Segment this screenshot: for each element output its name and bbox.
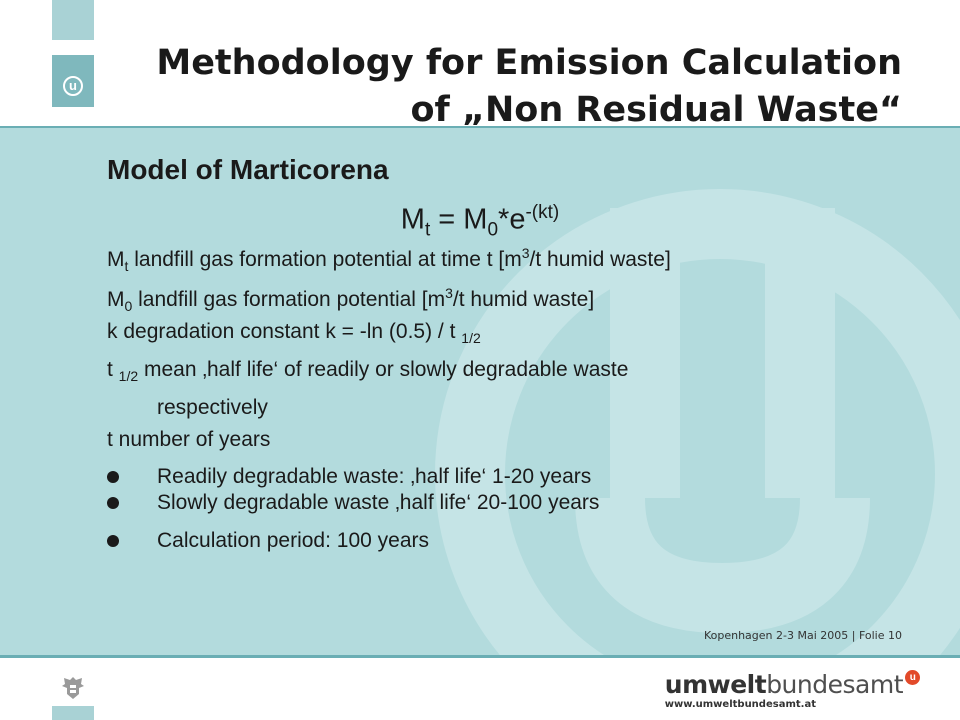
def-sup: 3 [521, 245, 530, 261]
model-subtitle: Model of Marticorena [107, 154, 389, 185]
bullet-text: Calculation period: 100 years [157, 529, 429, 552]
def-sub: 0 [124, 298, 133, 315]
def-sub: 1/2 [118, 368, 139, 385]
def-symbol: t [107, 358, 119, 381]
def-symbol: M [107, 288, 125, 311]
bullet-text: Readily degradable waste: ‚half life‘ 1-… [157, 465, 592, 488]
formula-eq: = M [430, 203, 488, 236]
bullet-text: Slowly degradable waste ‚half life‘ 20-1… [157, 491, 600, 514]
content-panel: Model of Marticorena Mt = M0*e-(kt) Mt l… [0, 128, 960, 656]
def-sub: t [124, 258, 129, 275]
u-logo-icon: u [63, 76, 83, 96]
formula-m-sub: 0 [487, 219, 499, 241]
bullet-item: Calculation period: 100 years [107, 528, 599, 554]
watermark-u-icon [435, 189, 960, 656]
formula-exponent: -(kt) [525, 202, 560, 223]
def-text: t number of years [107, 428, 271, 451]
bullet-dot-icon [107, 471, 119, 483]
brand-url: www.umweltbundesamt.at [664, 699, 816, 710]
formula: Mt = M0*e-(kt) [0, 202, 960, 241]
definition-m0: M0 landfill gas formation potential [m3/… [107, 277, 594, 322]
definition-t: t number of years [107, 424, 270, 456]
def-sup: 3 [445, 285, 453, 301]
formula-rest: *e [498, 203, 526, 236]
def-tail: /t humid waste] [529, 248, 671, 271]
austrian-eagle-icon [62, 677, 84, 699]
title-line-1: Methodology for Emission Calculation [156, 43, 902, 83]
def-symbol: M [107, 248, 125, 271]
brand-logo: umweltbundesamt u www.umweltbundesamt.at [665, 670, 920, 710]
brand-name: umweltbundesamt u [665, 670, 920, 699]
definition-mt: Mt landfill gas formation potential at t… [107, 237, 671, 282]
bullet-dot-icon [107, 497, 119, 509]
def-line2: respectively [157, 396, 268, 420]
bullet-dot-icon [107, 535, 119, 547]
formula-lhs-sub: t [424, 219, 431, 241]
brand-light: bundesamt [766, 670, 903, 699]
def-sub: 1/2 [461, 330, 481, 347]
slide-title: Methodology for Emission Calculation of … [102, 40, 902, 134]
def-text: mean ‚half life‘ of readily or slowly de… [138, 358, 629, 381]
def-text: landfill gas formation potential at time… [128, 248, 522, 271]
bullet-item: Readily degradable waste: ‚half life‘ 1-… [107, 464, 599, 490]
title-line-2: of „Non Residual Waste“ [410, 90, 902, 130]
footer-block [52, 706, 94, 720]
header-divider [0, 126, 960, 128]
footer-text: Kopenhagen 2-3 Mai 2005 | Folie 10 [703, 629, 902, 642]
footer-divider [0, 655, 960, 658]
def-text: k degradation constant k = -ln (0.5) / t [107, 320, 462, 343]
bullet-list: Readily degradable waste: ‚half life‘ 1-… [107, 464, 599, 554]
brand-strong: umwelt [664, 670, 767, 699]
definition-half-life: t 1/2 mean ‚half life‘ of readily or slo… [107, 354, 628, 424]
definition-k: k degradation constant k = -ln (0.5) / t… [107, 316, 481, 354]
logo-bar-top [52, 0, 94, 40]
formula-lhs: M [400, 203, 425, 236]
def-tail: /t humid waste] [452, 288, 595, 311]
bullet-item: Slowly degradable waste ‚half life‘ 20-1… [107, 490, 599, 516]
def-text: landfill gas formation potential [m [132, 288, 446, 311]
brand-u-icon: u [905, 670, 920, 685]
